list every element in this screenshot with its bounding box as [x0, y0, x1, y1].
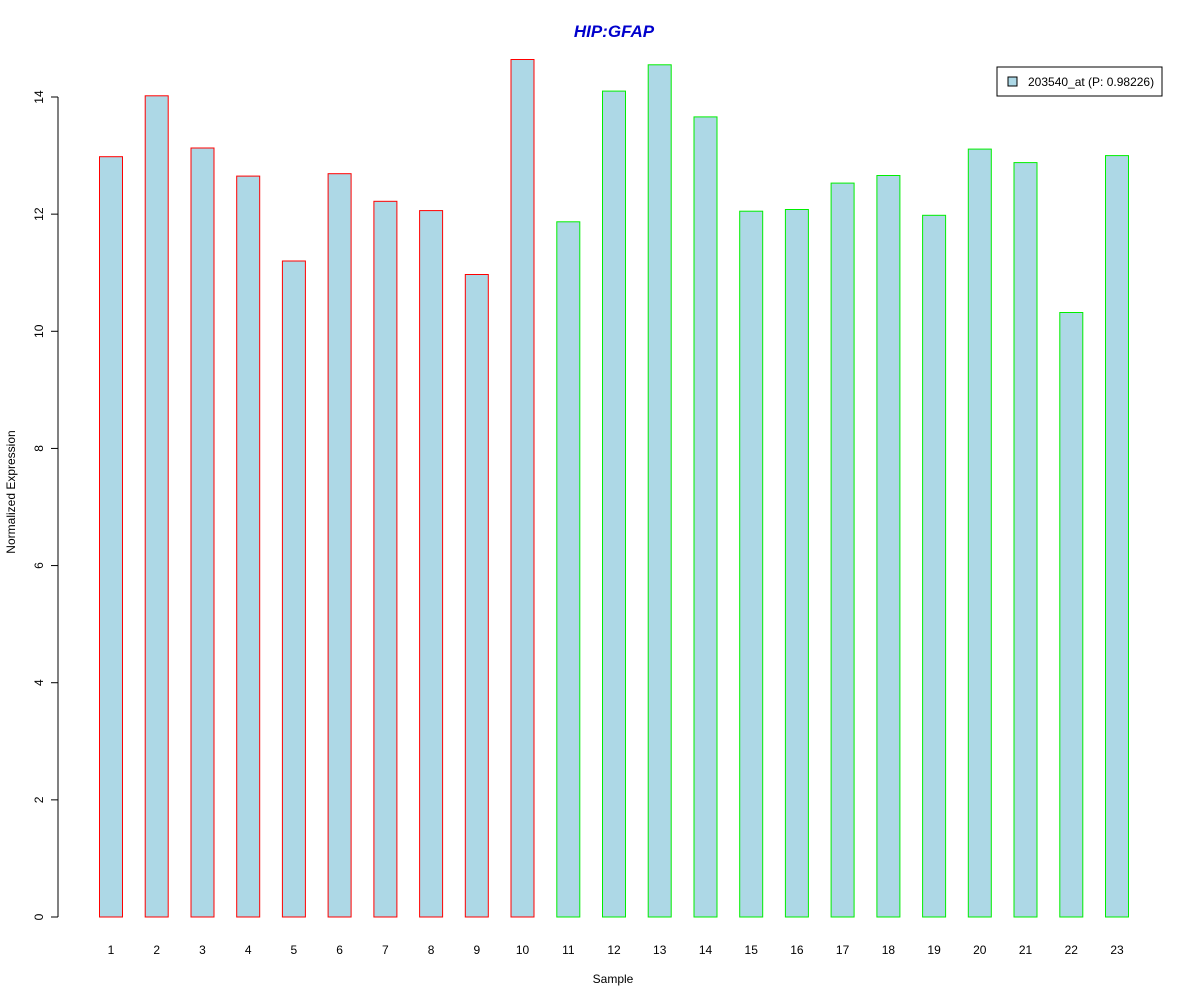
- bars: [99, 59, 1129, 918]
- x-tick-label: 7: [382, 943, 389, 957]
- x-tick-label: 20: [973, 943, 987, 957]
- y-tick-label: 10: [32, 324, 46, 338]
- y-tick-label: 12: [32, 207, 46, 221]
- x-tick-label: 5: [291, 943, 298, 957]
- x-tick-label: 19: [927, 943, 941, 957]
- bar: [1105, 155, 1129, 918]
- bar: [556, 221, 581, 918]
- x-tick-labels: 1 2 3 4 5 6 7 8 9 10 11 12 13 14 15 16 17 18 19 20 21 22 23: [108, 943, 1124, 957]
- y-tick-label: 2: [32, 796, 46, 803]
- x-tick-label: 10: [516, 943, 530, 957]
- y-tick-label: 8: [32, 445, 46, 452]
- bar: [464, 274, 489, 918]
- y-axis-label: Normalized Expression: [4, 430, 18, 553]
- bar: [281, 260, 306, 918]
- bar: [373, 200, 398, 918]
- bar: [236, 175, 261, 918]
- y-tick-label: 14: [32, 90, 46, 104]
- x-tick-label: 6: [336, 943, 343, 957]
- bar: [922, 214, 947, 918]
- y-tick-label: 0: [32, 913, 46, 920]
- x-tick-label: 4: [245, 943, 252, 957]
- legend: 203540_at (P: 0.98226): [996, 66, 1163, 97]
- x-tick-label: 22: [1065, 943, 1079, 957]
- bar: [419, 210, 444, 918]
- x-tick-label: 12: [607, 943, 621, 957]
- x-tick-label: 23: [1110, 943, 1124, 957]
- bar: [830, 182, 855, 918]
- legend-label: 203540_at (P: 0.98226): [1028, 75, 1154, 89]
- x-tick-label: 3: [199, 943, 206, 957]
- bar: [602, 90, 626, 918]
- bar: [327, 173, 352, 918]
- chart-title: HIP:GFAP: [574, 22, 655, 41]
- x-tick-label: 2: [153, 943, 160, 957]
- bar: [190, 147, 215, 918]
- bar: [739, 210, 764, 918]
- bar: [1013, 162, 1038, 918]
- bar: [693, 116, 718, 918]
- x-tick-label: 1: [108, 943, 115, 957]
- y-axis: 0 2 4 6 8 10 12 14: [32, 90, 59, 920]
- x-tick-label: 11: [562, 943, 575, 957]
- bar: [510, 59, 535, 918]
- bar: [784, 209, 809, 918]
- x-tick-label: 13: [653, 943, 667, 957]
- legend-swatch: [1007, 76, 1018, 87]
- bar: [144, 95, 169, 918]
- x-tick-label: 14: [699, 943, 713, 957]
- x-tick-label: 17: [836, 943, 850, 957]
- x-tick-label: 21: [1019, 943, 1033, 957]
- bar: [967, 148, 992, 918]
- x-axis-label: Sample: [593, 972, 634, 986]
- x-tick-label: 9: [473, 943, 480, 957]
- bar: [99, 156, 123, 918]
- x-tick-label: 16: [790, 943, 804, 957]
- y-tick-label: 6: [32, 562, 46, 569]
- x-tick-label: 8: [428, 943, 435, 957]
- bar: [1059, 312, 1084, 918]
- x-tick-label: 18: [882, 943, 896, 957]
- y-tick-label: 4: [32, 679, 46, 686]
- bar: [876, 175, 901, 918]
- x-tick-label: 15: [745, 943, 759, 957]
- bar: [647, 64, 672, 918]
- legend-box: [996, 66, 1163, 97]
